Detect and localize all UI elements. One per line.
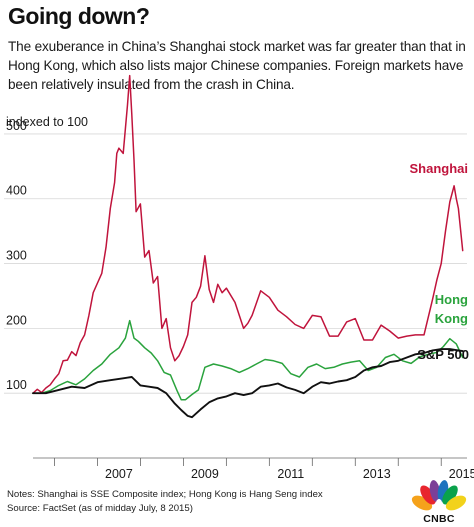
footer-notes: Notes: Shanghai is SSE Composite index; …: [7, 488, 387, 516]
x-tick-label-2007: 2007: [105, 467, 133, 481]
x-tick-label-2013: 2013: [363, 467, 391, 481]
x-tick-label-2009: 2009: [191, 467, 219, 481]
series-line-shanghai: [32, 74, 464, 394]
y-tick-label-100: 100: [6, 378, 27, 392]
series-line-hong-kong: [32, 319, 464, 401]
notes-text: Notes: Shanghai is SSE Composite index; …: [7, 489, 323, 500]
x-tick-label-2011: 2011: [277, 467, 304, 481]
y-tick-label-500: 500: [6, 119, 27, 133]
series-lines: [32, 74, 464, 419]
y-tick-label-200: 200: [6, 313, 27, 327]
cnbc-logo: CNBC: [410, 477, 468, 525]
series-label-shanghai: Shanghai: [409, 161, 468, 176]
peacock-icon: [411, 480, 467, 511]
x-tick-label-2015: 2015: [449, 467, 474, 481]
x-axis-ticks: [54, 458, 442, 466]
chart-title: Going down?: [8, 3, 150, 29]
y-axis-tick-labels: 100 200 300 400 500: [6, 119, 27, 392]
y-axis-label: indexed to 100: [6, 115, 88, 129]
y-tick-label-300: 300: [6, 249, 27, 263]
source-text: Source: FactSet (as of midday July, 8 20…: [7, 503, 193, 514]
series-labels: Shanghai Hong Kong S&P 500: [409, 161, 469, 362]
chart-subtitle: The exuberance in China’s Shanghai stock…: [8, 39, 466, 92]
series-label-sp500: S&P 500: [417, 347, 469, 362]
series-line-s-p-500: [32, 348, 464, 419]
y-tick-label-400: 400: [6, 184, 27, 198]
logo-text: CNBC: [423, 513, 455, 525]
x-axis-tick-labels: 2007 2009 2011 2013 2015: [105, 467, 474, 481]
series-label-hongkong-line1: Hong: [435, 292, 468, 307]
series-label-hongkong-line2: Kong: [435, 311, 468, 326]
